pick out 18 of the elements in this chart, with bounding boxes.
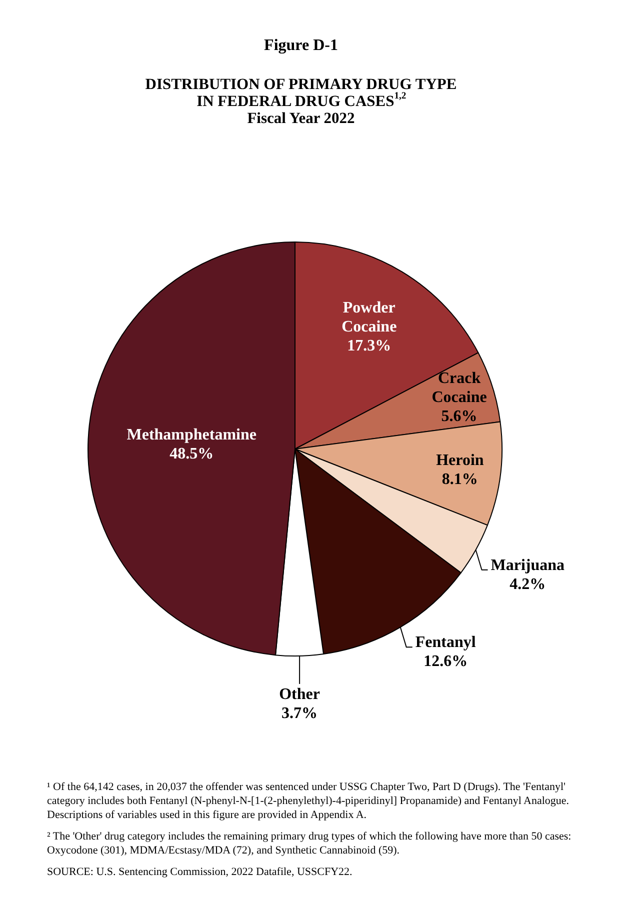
slice-label: Powder Cocaine bbox=[342, 299, 397, 336]
data-label: 8.1% bbox=[442, 470, 478, 488]
data-label: 17.3% bbox=[347, 337, 392, 354]
text: ¹ Of the 64,142 cases, in 20,037 the offender was sentenced under USSG Chapter Two, Part D (Drugs). The 'Fentanyl' category includes both Fentanyl (N-phenyl-N-[1-(2-phenylethyl)-4-piperidinyl] Propanamide) and Fentanyl Analogue. Descriptions of variables used in this figure are provided in Appendix A. bbox=[47, 781, 570, 821]
text: ² The 'Other' drug category includes the remaining primary drug types of which the following have more than 50 cases: Oxycodone (301), MDMA/Ecstasy/MDA (72), and Synthetic Cannabinoid (59). bbox=[47, 830, 572, 856]
slice-label: Marijuana bbox=[490, 556, 565, 574]
chart-title: Figure D-1 bbox=[264, 37, 338, 54]
data-label: 12.6% bbox=[424, 653, 468, 670]
slice-label: Methamphetamine bbox=[126, 426, 256, 444]
data-label: 3.7% bbox=[282, 704, 318, 722]
source-note: SOURCE: U.S. Sentencing Commission, 2022 Datafile, USSCFY22. bbox=[47, 866, 353, 878]
slice-label: Fentanyl bbox=[415, 634, 476, 652]
data-label: 48.5% bbox=[170, 446, 214, 463]
slice-label: Crack Cocaine bbox=[432, 370, 487, 406]
slice-label: Other bbox=[279, 686, 320, 703]
data-label: 5.6% bbox=[441, 408, 478, 425]
slice-label: Heroin bbox=[436, 452, 484, 469]
data-label: 4.2% bbox=[510, 576, 546, 593]
